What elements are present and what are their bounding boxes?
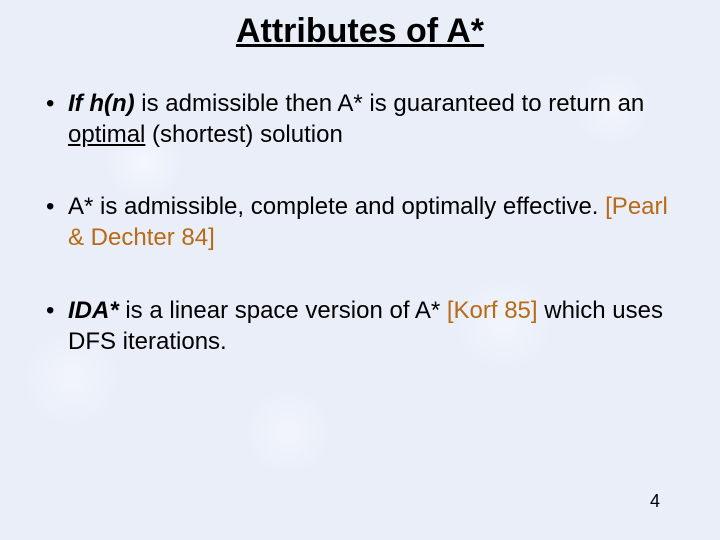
hn-term: If h(n) (68, 90, 135, 117)
b1-text-b: (shortest) solution (145, 121, 342, 148)
bullet-list: If h(n) is admissible then A* is guarant… (40, 89, 680, 357)
bullet-2: A* is admissible, complete and optimally… (40, 192, 680, 253)
slide-title: Attributes of A* (40, 12, 680, 51)
slide: Attributes of A* If h(n) is admissible t… (0, 0, 720, 540)
bullet-1: If h(n) is admissible then A* is guarant… (40, 89, 680, 150)
b3-ref: [Korf 85] (447, 297, 538, 324)
page-number: 4 (650, 491, 660, 512)
b3-text-a: is a linear space version of A* (119, 297, 447, 324)
b1-text-a: is admissible then A* is guaranteed to r… (135, 90, 645, 117)
bullet-3: IDA* is a linear space version of A* [Ko… (40, 296, 680, 357)
optimal-word: optimal (68, 121, 145, 148)
ida-term: IDA* (68, 297, 119, 324)
b2-text: A* is admissible, complete and optimally… (68, 193, 605, 220)
